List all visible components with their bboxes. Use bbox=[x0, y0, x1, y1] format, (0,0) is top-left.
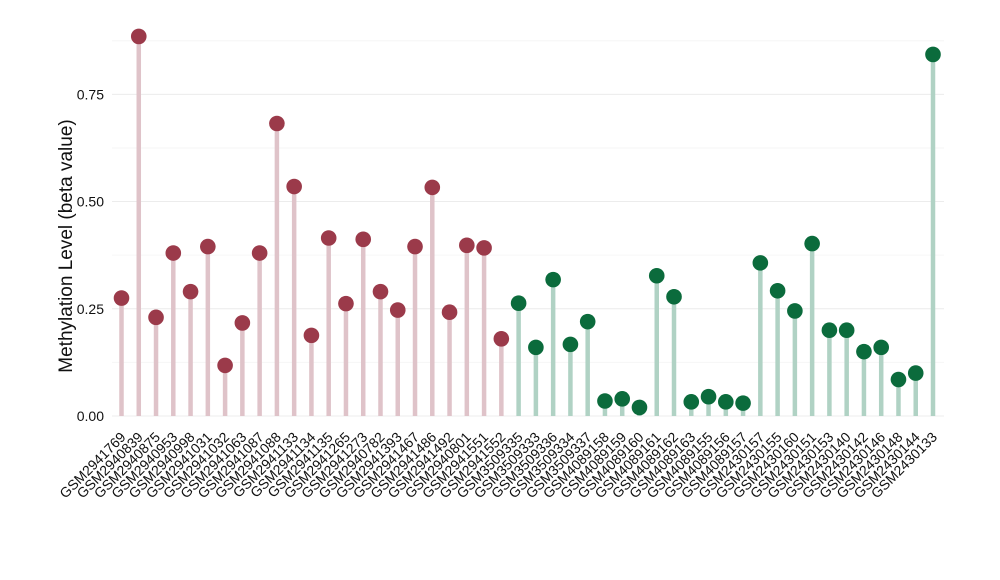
gridlines bbox=[112, 40, 944, 417]
lollipop-point bbox=[838, 322, 855, 339]
lollipop-point bbox=[372, 283, 389, 300]
lollipop-point bbox=[804, 235, 820, 252]
lollipop-point bbox=[510, 295, 527, 312]
lollipop-point bbox=[787, 303, 803, 319]
lollipop-point bbox=[545, 271, 561, 288]
lollipop-point bbox=[234, 315, 251, 331]
lollipop-point bbox=[407, 238, 423, 255]
y-tick-label: 0.00 bbox=[77, 408, 104, 424]
lollipop-point bbox=[251, 245, 268, 261]
lollipop-point bbox=[389, 302, 406, 318]
lollipop-point bbox=[303, 327, 320, 344]
lollipop-point bbox=[459, 237, 475, 254]
lollipop-point bbox=[165, 245, 182, 261]
lollipop-point bbox=[113, 290, 130, 306]
lollipop-point bbox=[856, 343, 872, 360]
lollipop-point bbox=[441, 304, 458, 321]
lollipop-point bbox=[648, 267, 665, 284]
lollipop-point bbox=[579, 313, 596, 330]
lollipop-point bbox=[355, 231, 372, 248]
lollipop-point bbox=[476, 240, 492, 256]
lollipop-point bbox=[631, 399, 648, 416]
lollipop-point bbox=[528, 339, 544, 356]
lollipop-point bbox=[320, 230, 337, 246]
lollipop-point bbox=[700, 388, 717, 405]
lollipop-point bbox=[666, 288, 682, 305]
lollipop-point bbox=[286, 178, 302, 195]
lollipop-point bbox=[890, 371, 907, 388]
y-tick-label: 0.25 bbox=[77, 301, 104, 317]
lollipop-point bbox=[182, 283, 199, 300]
lollipop-point bbox=[269, 115, 285, 132]
lollipop-stems bbox=[119, 36, 936, 416]
lollipop-point bbox=[148, 309, 164, 326]
lollipop-point bbox=[200, 238, 216, 255]
lollipop-point bbox=[614, 391, 631, 407]
lollipop-point bbox=[735, 395, 751, 411]
lollipop-point bbox=[562, 336, 579, 353]
lollipop-point bbox=[769, 282, 786, 299]
lollipop-point bbox=[925, 46, 941, 63]
y-axis-title: Methylation Level (beta value) bbox=[56, 119, 77, 372]
lollipop-point bbox=[752, 255, 769, 271]
lollipop-point bbox=[424, 179, 441, 196]
lollipop-point bbox=[718, 394, 734, 410]
lollipop-points bbox=[113, 28, 941, 416]
lollipop-point bbox=[907, 365, 924, 381]
lollipop-point bbox=[217, 357, 233, 374]
y-axis: 0.00 0.25 0.50 0.75 bbox=[77, 86, 104, 424]
lollipop-point bbox=[130, 28, 147, 45]
x-axis: GSM2941769GSM2940839GSM2940875GSM2940953… bbox=[56, 429, 940, 502]
lollipop-point bbox=[597, 393, 613, 409]
lollipop-point bbox=[493, 331, 510, 347]
y-tick-label: 0.75 bbox=[77, 86, 104, 102]
lollipop-point bbox=[338, 295, 354, 312]
lollipop-point bbox=[683, 394, 700, 410]
lollipop-point bbox=[873, 339, 890, 356]
lollipop-point bbox=[821, 322, 838, 339]
y-tick-label: 0.50 bbox=[77, 194, 104, 210]
